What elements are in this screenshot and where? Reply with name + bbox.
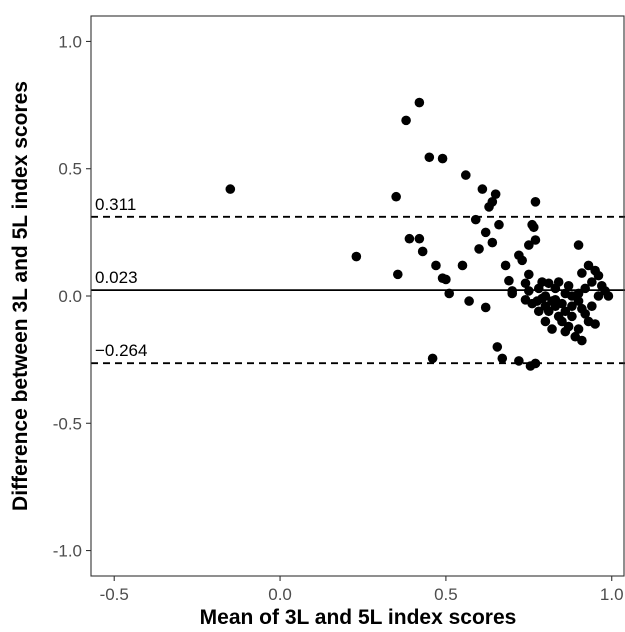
y-axis-title: Difference between 3L and 5L index score… <box>9 81 32 511</box>
data-point <box>404 233 415 244</box>
data-point <box>573 240 584 250</box>
data-point <box>391 191 401 202</box>
data-point <box>567 301 577 311</box>
data-point <box>573 288 584 299</box>
data-point <box>480 227 491 238</box>
data-point <box>470 214 481 225</box>
data-point <box>593 291 604 301</box>
data-point <box>441 274 451 285</box>
y-tick-label: -1.0 <box>53 542 82 561</box>
data-point <box>507 286 518 296</box>
data-points <box>225 97 614 371</box>
data-point <box>414 97 425 108</box>
data-point <box>492 342 503 352</box>
data-point <box>533 306 544 317</box>
data-point <box>547 324 557 334</box>
data-point <box>587 301 597 311</box>
data-point <box>457 260 468 271</box>
data-point <box>490 189 501 199</box>
data-point <box>590 319 600 329</box>
data-point <box>480 302 491 313</box>
data-point <box>593 270 604 281</box>
x-axis-title: Mean of 3L and 5L index scores <box>200 606 517 629</box>
data-point <box>517 255 527 266</box>
data-point <box>520 278 531 289</box>
y-tick-label: 0.0 <box>58 287 82 306</box>
x-tick-label: 0.0 <box>268 585 292 604</box>
data-point <box>603 291 614 301</box>
data-point <box>524 240 534 250</box>
data-point <box>527 298 537 309</box>
x-tick-label: -0.5 <box>100 585 129 604</box>
data-point <box>225 184 236 194</box>
data-point <box>577 335 587 346</box>
data-point <box>530 358 541 369</box>
data-point <box>573 296 584 306</box>
data-point <box>563 281 574 291</box>
data-point <box>557 316 567 327</box>
x-tick-label: 1.0 <box>600 585 624 604</box>
data-point <box>540 316 551 327</box>
data-point <box>497 353 508 364</box>
reference-line-label: 0.023 <box>95 268 138 287</box>
data-point <box>560 326 571 337</box>
data-point <box>504 275 514 286</box>
data-point <box>424 152 435 163</box>
data-point <box>474 244 484 254</box>
data-point <box>550 295 561 305</box>
data-point <box>401 115 411 126</box>
data-point <box>487 237 498 248</box>
data-point <box>427 353 438 364</box>
data-point <box>540 301 551 311</box>
x-tick-label: 0.5 <box>434 585 458 604</box>
data-point <box>577 268 587 278</box>
data-point <box>540 291 551 301</box>
data-point <box>530 197 541 207</box>
data-point <box>393 269 403 280</box>
data-point <box>514 356 524 366</box>
data-point <box>580 309 590 319</box>
data-point <box>524 269 534 280</box>
data-point <box>494 219 504 230</box>
data-point <box>580 283 590 294</box>
data-point <box>573 324 584 334</box>
plot-panel-border <box>90 15 625 577</box>
data-point <box>477 184 488 194</box>
data-point <box>528 222 539 233</box>
data-point <box>444 288 455 299</box>
data-point <box>351 251 362 262</box>
data-point <box>500 260 511 271</box>
data-point <box>567 311 577 322</box>
data-point <box>460 170 471 180</box>
data-point <box>487 197 498 207</box>
data-point <box>524 286 534 296</box>
y-tick-label: 1.0 <box>58 32 82 51</box>
data-point <box>431 260 441 271</box>
data-point <box>543 278 554 289</box>
axis-ticks: -0.5 0.0 0.5 1.0 -1.0 -0.5 0.0 0.5 1.0 <box>53 32 624 604</box>
data-point <box>417 246 428 257</box>
data-point <box>530 235 541 245</box>
reference-line-label: 0.311 <box>95 195 136 214</box>
data-point <box>583 260 594 271</box>
data-point <box>587 277 597 287</box>
data-point <box>560 306 571 317</box>
reference-line-label: −0.264 <box>95 341 147 360</box>
data-point <box>437 153 448 164</box>
data-point <box>464 296 474 306</box>
y-tick-label: 0.5 <box>58 160 82 179</box>
y-tick-label: -0.5 <box>53 414 82 433</box>
data-point <box>414 233 425 244</box>
data-point <box>553 277 564 287</box>
